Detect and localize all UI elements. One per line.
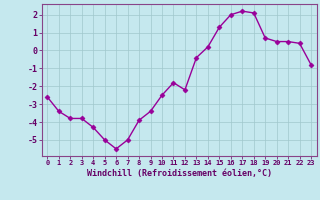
X-axis label: Windchill (Refroidissement éolien,°C): Windchill (Refroidissement éolien,°C) <box>87 169 272 178</box>
